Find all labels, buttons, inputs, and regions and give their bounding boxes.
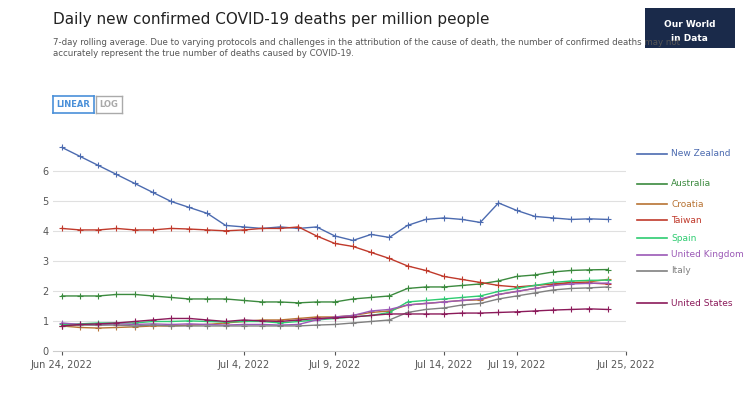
Text: in Data: in Data: [672, 34, 708, 43]
Text: Spain: Spain: [671, 234, 697, 243]
Text: Daily new confirmed COVID-19 deaths per million people: Daily new confirmed COVID-19 deaths per …: [53, 12, 489, 27]
Text: 7-day rolling average. Due to varying protocols and challenges in the attributio: 7-day rolling average. Due to varying pr…: [53, 38, 680, 58]
Text: New Zealand: New Zealand: [671, 149, 731, 158]
Text: United States: United States: [671, 299, 733, 307]
Text: United Kingdom: United Kingdom: [671, 250, 743, 259]
Text: Italy: Italy: [671, 266, 691, 275]
Text: Australia: Australia: [671, 179, 711, 188]
Text: LINEAR: LINEAR: [57, 100, 90, 109]
Text: LOG: LOG: [100, 100, 118, 109]
Text: Croatia: Croatia: [671, 200, 703, 208]
Text: Our World: Our World: [664, 20, 716, 29]
Text: Taiwan: Taiwan: [671, 216, 702, 225]
